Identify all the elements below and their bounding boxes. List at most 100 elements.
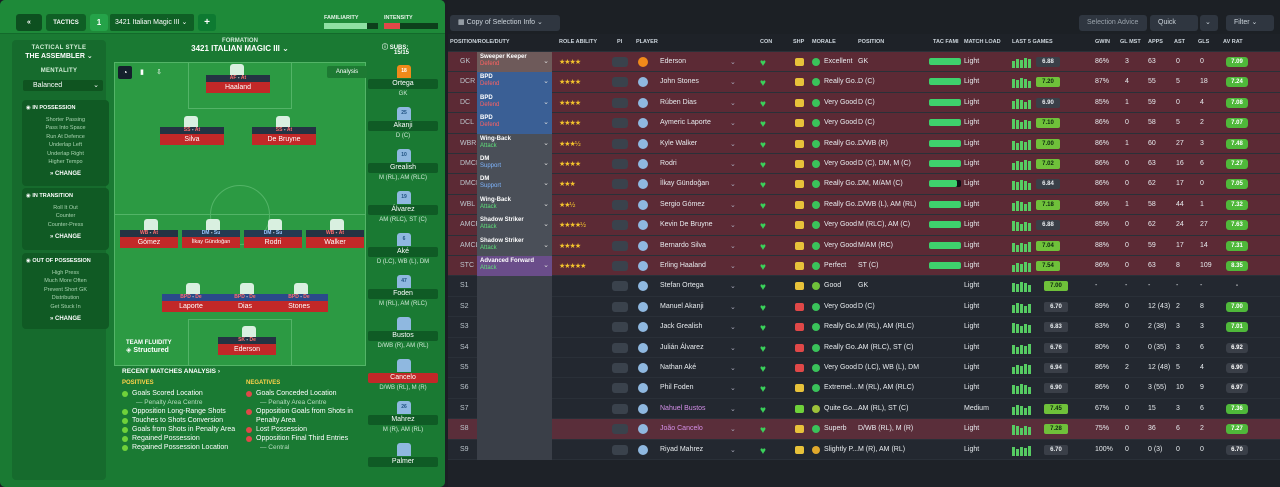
player-name[interactable]: Sergio Gómez [660, 200, 705, 208]
player-instructions-button[interactable] [612, 342, 628, 353]
selection-advice-button[interactable]: Selection Advice [1079, 15, 1147, 31]
table-row[interactable]: S1 Stefan Ortega ⌄ ♥ Good GK Light 7.00 - - - - - - [448, 276, 1280, 297]
tactical-style-value[interactable]: THE ASSEMBLER ⌄ [25, 53, 93, 60]
role-selector[interactable]: Shadow Striker Attack ⌄ [477, 215, 552, 236]
player-instructions-button[interactable] [612, 240, 628, 251]
col-header[interactable]: MATCH LOAD [964, 39, 1001, 45]
player-instructions-button[interactable] [612, 97, 628, 108]
chevron-down-icon[interactable]: ⌄ [730, 161, 736, 168]
chevron-down-icon[interactable]: ⌄ [730, 365, 736, 372]
role-selector[interactable] [477, 317, 552, 338]
table-row[interactable]: S8 João Cancelo ⌄ ♥ Superb D/WB (RL), M (R) Li… [448, 419, 1280, 440]
player-instructions-button[interactable] [612, 363, 628, 373]
player-name[interactable]: Ederson [660, 58, 687, 65]
chevron-down-icon[interactable]: ⌄ [730, 446, 736, 454]
player-instructions-button[interactable] [612, 138, 628, 149]
out-possession-box[interactable]: ◉ OUT OF POSSESSION High Press Much More… [22, 253, 109, 329]
change-button[interactable]: » CHANGE [49, 171, 82, 178]
role-selector[interactable] [477, 337, 552, 358]
bar-chart-icon[interactable]: ▮ [135, 66, 149, 79]
role-selector[interactable] [477, 276, 552, 297]
in-transition-box[interactable]: ◉ IN TRANSITION Roll It Out Counter Coun… [22, 188, 109, 250]
sub-player[interactable]: 18 Ortega GK [368, 65, 438, 107]
in-possession-box[interactable]: ◉ IN POSSESSION Shorter Passing Pass Int… [22, 100, 109, 186]
chevron-down-icon[interactable]: ⌄ [730, 263, 736, 270]
player-instructions-button[interactable] [612, 77, 628, 88]
col-header[interactable]: PLAYER [636, 39, 658, 45]
player-instructions-button[interactable] [612, 179, 628, 190]
sub-player[interactable]: Cancelo D/WB (RL), M (R) [368, 359, 438, 401]
table-row[interactable]: S3 Jack Grealish ⌄ ♥ Really Go... M (RL), AM … [448, 317, 1280, 338]
player-instructions-button[interactable] [612, 261, 628, 271]
chevron-down-icon[interactable]: ⌄ [730, 99, 736, 107]
role-selector[interactable] [477, 398, 552, 420]
table-row[interactable]: AMCL Shadow Striker Attack ⌄ ★★★★ Bernardo Si… [448, 235, 1280, 256]
player-name[interactable]: Rúben Dias [660, 98, 697, 106]
download-icon[interactable]: ⇩ [152, 66, 166, 79]
col-header[interactable]: POSITION [858, 39, 885, 45]
add-tactic-button[interactable]: + [198, 14, 216, 31]
chevron-down-icon[interactable]: ⌄ [730, 79, 736, 87]
col-header[interactable]: LAST 5 GAMES [1012, 39, 1053, 45]
change-button[interactable]: » CHANGE [49, 316, 82, 323]
view-dropdown[interactable]: ▦ Copy of Selection Info ⌄ [450, 15, 560, 31]
filter-button[interactable]: Filter ⌄ [1226, 15, 1274, 31]
chevron-down-icon[interactable]: ⌄ [730, 385, 736, 393]
player-instructions-button[interactable] [612, 220, 628, 231]
pitch-player[interactable]: BPD - De Stones [270, 283, 328, 312]
chevron-down-icon[interactable]: ⌄ [730, 344, 736, 352]
player-instructions-button[interactable] [612, 383, 628, 394]
rma-title[interactable]: RECENT MATCHES ANALYSIS › [122, 368, 220, 375]
pitch-player[interactable]: DM - Su Rodri [244, 219, 302, 248]
table-row[interactable]: WBR Wing-Back Attack ⌄ ★★★½ Kyle Walker ⌄ ♥ Real… [448, 133, 1280, 154]
chevron-down-icon[interactable]: ⌄ [730, 181, 736, 189]
player-name[interactable]: Julián Álvarez [660, 343, 704, 351]
clock-icon[interactable]: ◔ [118, 66, 132, 79]
table-row[interactable]: DMCL DM Support ⌄ ★★★ İlkay Gündoğan ⌄ ♥ Really … [448, 174, 1280, 195]
sub-player[interactable]: 47 Foden M (RL), AM (RLC) [368, 275, 438, 317]
player-name[interactable]: Kevin De Bruyne [660, 221, 713, 229]
pitch-player[interactable]: WB - At Walker [306, 219, 364, 248]
player-name[interactable]: Manuel Akanji [660, 302, 704, 310]
player-name[interactable]: Rodri [660, 160, 677, 167]
sub-player[interactable]: 19 Álvarez AM (RLC), ST (C) [368, 191, 438, 233]
player-name[interactable]: Nathan Aké [660, 364, 697, 371]
role-selector[interactable] [477, 358, 552, 379]
sub-player[interactable]: 10 Grealish M (RL), AM (RLC) [368, 149, 438, 191]
table-row[interactable]: DMCR DM Support ⌄ ★★★★ Rodri ⌄ ♥ Very Good D (C),… [448, 154, 1280, 175]
pitch-player[interactable]: SS - At Silva [160, 116, 224, 145]
role-selector[interactable]: DM Support ⌄ [477, 154, 552, 175]
col-header[interactable]: ROLE ABILITY [559, 39, 597, 45]
sub-player[interactable]: Bustos D/WB (R), AM (RL) [368, 317, 438, 359]
sub-player[interactable]: 25 Akanji D (C) [368, 107, 438, 149]
pitch-player[interactable]: BPD - De Laporte [162, 283, 220, 312]
role-selector[interactable] [477, 296, 552, 318]
player-name[interactable]: Riyad Mahrez [660, 445, 704, 453]
table-row[interactable]: DCL BPD Defend ⌄ ★★★★ Aymeric Laporte ⌄ ♥ Very G… [448, 113, 1280, 134]
formation-name[interactable]: 3421 ITALIAN MAGIC III ⌄ [191, 44, 289, 53]
col-header[interactable]: PI [617, 39, 623, 45]
pitch-player[interactable]: SK - De Ederson [218, 326, 276, 355]
role-selector[interactable]: Advanced Forward Attack ⌄ [477, 256, 552, 277]
quick-pick-button[interactable]: Quick Pick [1150, 15, 1198, 42]
col-header[interactable]: SHP [793, 39, 805, 45]
table-row[interactable]: S4 Julián Álvarez ⌄ ♥ Really Go... AM (RLC), … [448, 337, 1280, 358]
mentality-dropdown[interactable]: Balanced ⌄ [23, 80, 103, 91]
analysis-button[interactable]: Analysis [327, 66, 367, 78]
table-row[interactable]: WBL Wing-Back Attack ⌄ ★★½ Sergio Gómez ⌄ ♥ Real… [448, 194, 1280, 216]
player-instructions-button[interactable] [612, 57, 628, 67]
col-header[interactable]: CON [760, 39, 773, 45]
tactics-tab[interactable]: TACTICS [46, 14, 86, 31]
player-instructions-button[interactable] [612, 301, 628, 312]
player-instructions-button[interactable] [612, 118, 628, 129]
col-header[interactable]: AST [1174, 39, 1185, 45]
player-name[interactable]: Kyle Walker [660, 139, 698, 147]
pitch-player[interactable]: DM - Su İlkay Gündoğan [182, 219, 240, 248]
col-header[interactable]: MORALE [812, 39, 836, 45]
table-row[interactable]: GK Sweeper Keeper Defend ⌄ ★★★★ Ederson ⌄ ♥ Exce… [448, 52, 1280, 73]
chevron-down-icon[interactable]: ⌄ [730, 242, 736, 250]
player-name[interactable]: Phil Foden [660, 384, 694, 392]
player-name[interactable]: João Cancelo [660, 425, 703, 433]
sub-player[interactable]: 26 Mahrez M (R), AM (RL) [368, 401, 438, 443]
quick-pick-dropdown[interactable]: ⌄ [1200, 15, 1218, 31]
